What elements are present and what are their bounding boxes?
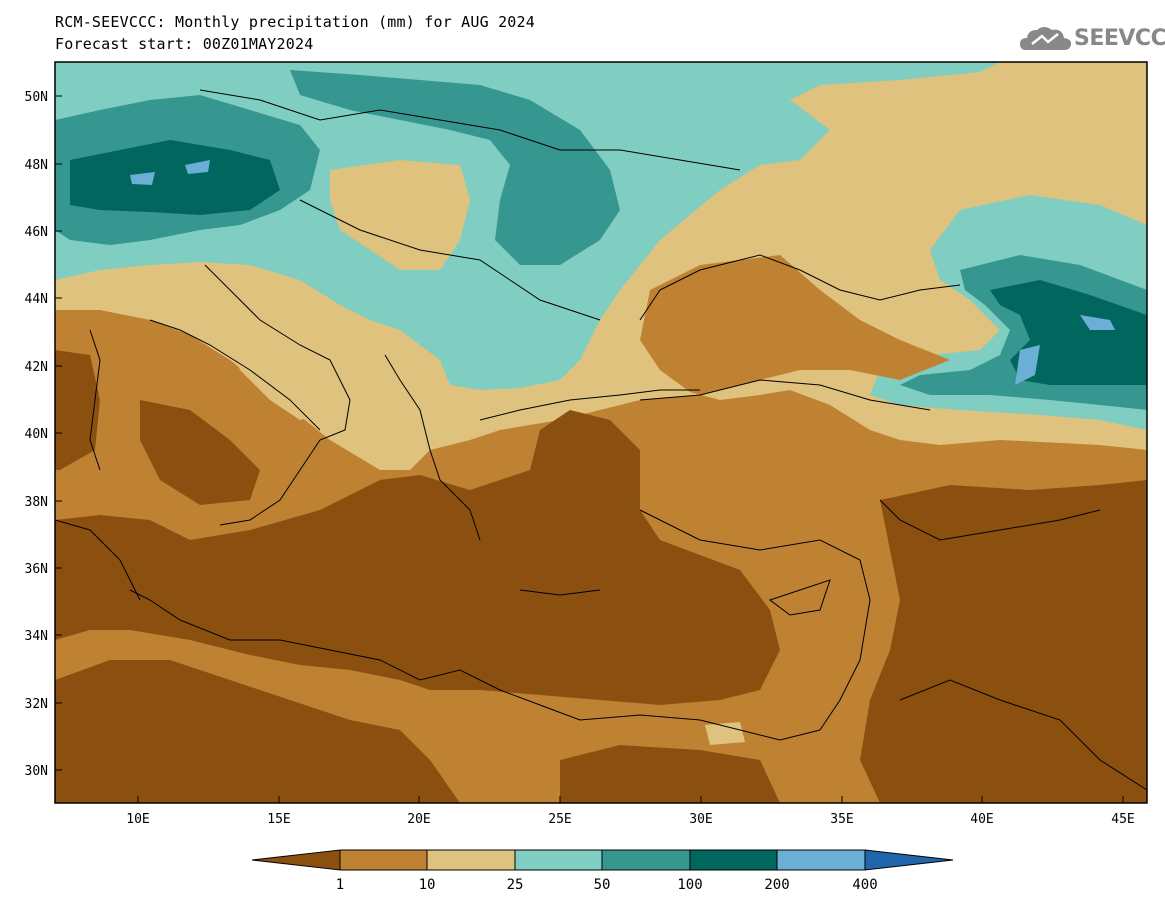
field-10-25-italy xyxy=(230,330,330,420)
lon-tick-25e: 25E xyxy=(548,812,571,827)
field-200-400-alps-1 xyxy=(130,172,155,185)
lon-tick-10e: 10E xyxy=(126,812,149,827)
colorbar-label-400: 400 xyxy=(852,877,877,893)
colorbar-100-200 xyxy=(689,849,778,871)
field-lt1-egypt xyxy=(560,745,780,803)
field-lt1-libya xyxy=(55,660,460,803)
lat-tick-36n: 36N xyxy=(25,562,48,577)
field-200-400-caucasus-2 xyxy=(1015,345,1040,385)
lat-tick-46n: 46N xyxy=(25,225,48,240)
lon-tick-20e: 20E xyxy=(407,812,430,827)
colorbar-1-10 xyxy=(339,849,428,871)
coastlines xyxy=(55,89,1147,791)
lat-tick-42n: 42N xyxy=(25,360,48,375)
lon-tick-30e: 30E xyxy=(689,812,712,827)
colorbar-lt1 xyxy=(251,849,341,871)
field-10-25-egypt xyxy=(705,722,745,745)
seevccc-logo: SEEVCCC xyxy=(1018,20,1165,60)
lon-tick-40e: 40E xyxy=(970,812,993,827)
lat-tick-48n: 48N xyxy=(25,158,48,173)
map-fields xyxy=(55,62,1147,803)
colorbar-label-100: 100 xyxy=(677,877,702,893)
map-title: RCM-SEEVCCC: Monthly precipitation (mm) … xyxy=(55,13,535,31)
lat-tick-30n: 30N xyxy=(25,764,48,779)
lat-tick-44n: 44N xyxy=(25,292,48,307)
colorbar-gt400 xyxy=(864,849,954,871)
colorbar-200-400 xyxy=(776,849,866,871)
colorbar-label-1: 1 xyxy=(336,877,344,893)
lat-tick-50n: 50N xyxy=(25,90,48,105)
lon-tick-35e: 35E xyxy=(830,812,853,827)
cloud-icon xyxy=(1020,27,1072,50)
colorbar: 1 10 25 50 100 200 400 xyxy=(251,849,954,893)
lon-axis: 10E 15E 20E 25E 30E 35E 40E 45E xyxy=(126,796,1135,827)
lon-tick-45e: 45E xyxy=(1111,812,1134,827)
lon-tick-15e: 15E xyxy=(267,812,290,827)
field-200-400-caucasus-1 xyxy=(1080,315,1115,330)
field-lt1-arabia xyxy=(860,480,1147,803)
colorbar-label-10: 10 xyxy=(419,877,436,893)
colorbar-10-25 xyxy=(426,849,516,871)
logo-text: SEEVCCC xyxy=(1074,26,1165,51)
lat-tick-34n: 34N xyxy=(25,629,48,644)
field-100-200-alps xyxy=(70,140,280,215)
field-lt1-mediterranean xyxy=(55,410,780,705)
colorbar-label-50: 50 xyxy=(594,877,611,893)
lat-tick-38n: 38N xyxy=(25,495,48,510)
lat-axis: 50N 48N 46N 44N 42N 40N 38N 36N 34N 32N … xyxy=(25,90,62,779)
colorbar-50-100 xyxy=(601,849,691,871)
field-10-25-pannonia xyxy=(330,160,470,270)
field-lt1-sardinia xyxy=(55,350,100,470)
colorbar-label-25: 25 xyxy=(507,877,524,893)
colorbar-25-50 xyxy=(514,849,603,871)
colorbar-label-200: 200 xyxy=(764,877,789,893)
lat-tick-32n: 32N xyxy=(25,697,48,712)
field-200-400-alps-2 xyxy=(185,160,210,174)
field-50-100-carpathians xyxy=(290,70,620,265)
lat-tick-40n: 40N xyxy=(25,427,48,442)
forecast-start-label: Forecast start: 00Z01MAY2024 xyxy=(55,35,314,53)
field-lt1-italy xyxy=(140,400,260,505)
